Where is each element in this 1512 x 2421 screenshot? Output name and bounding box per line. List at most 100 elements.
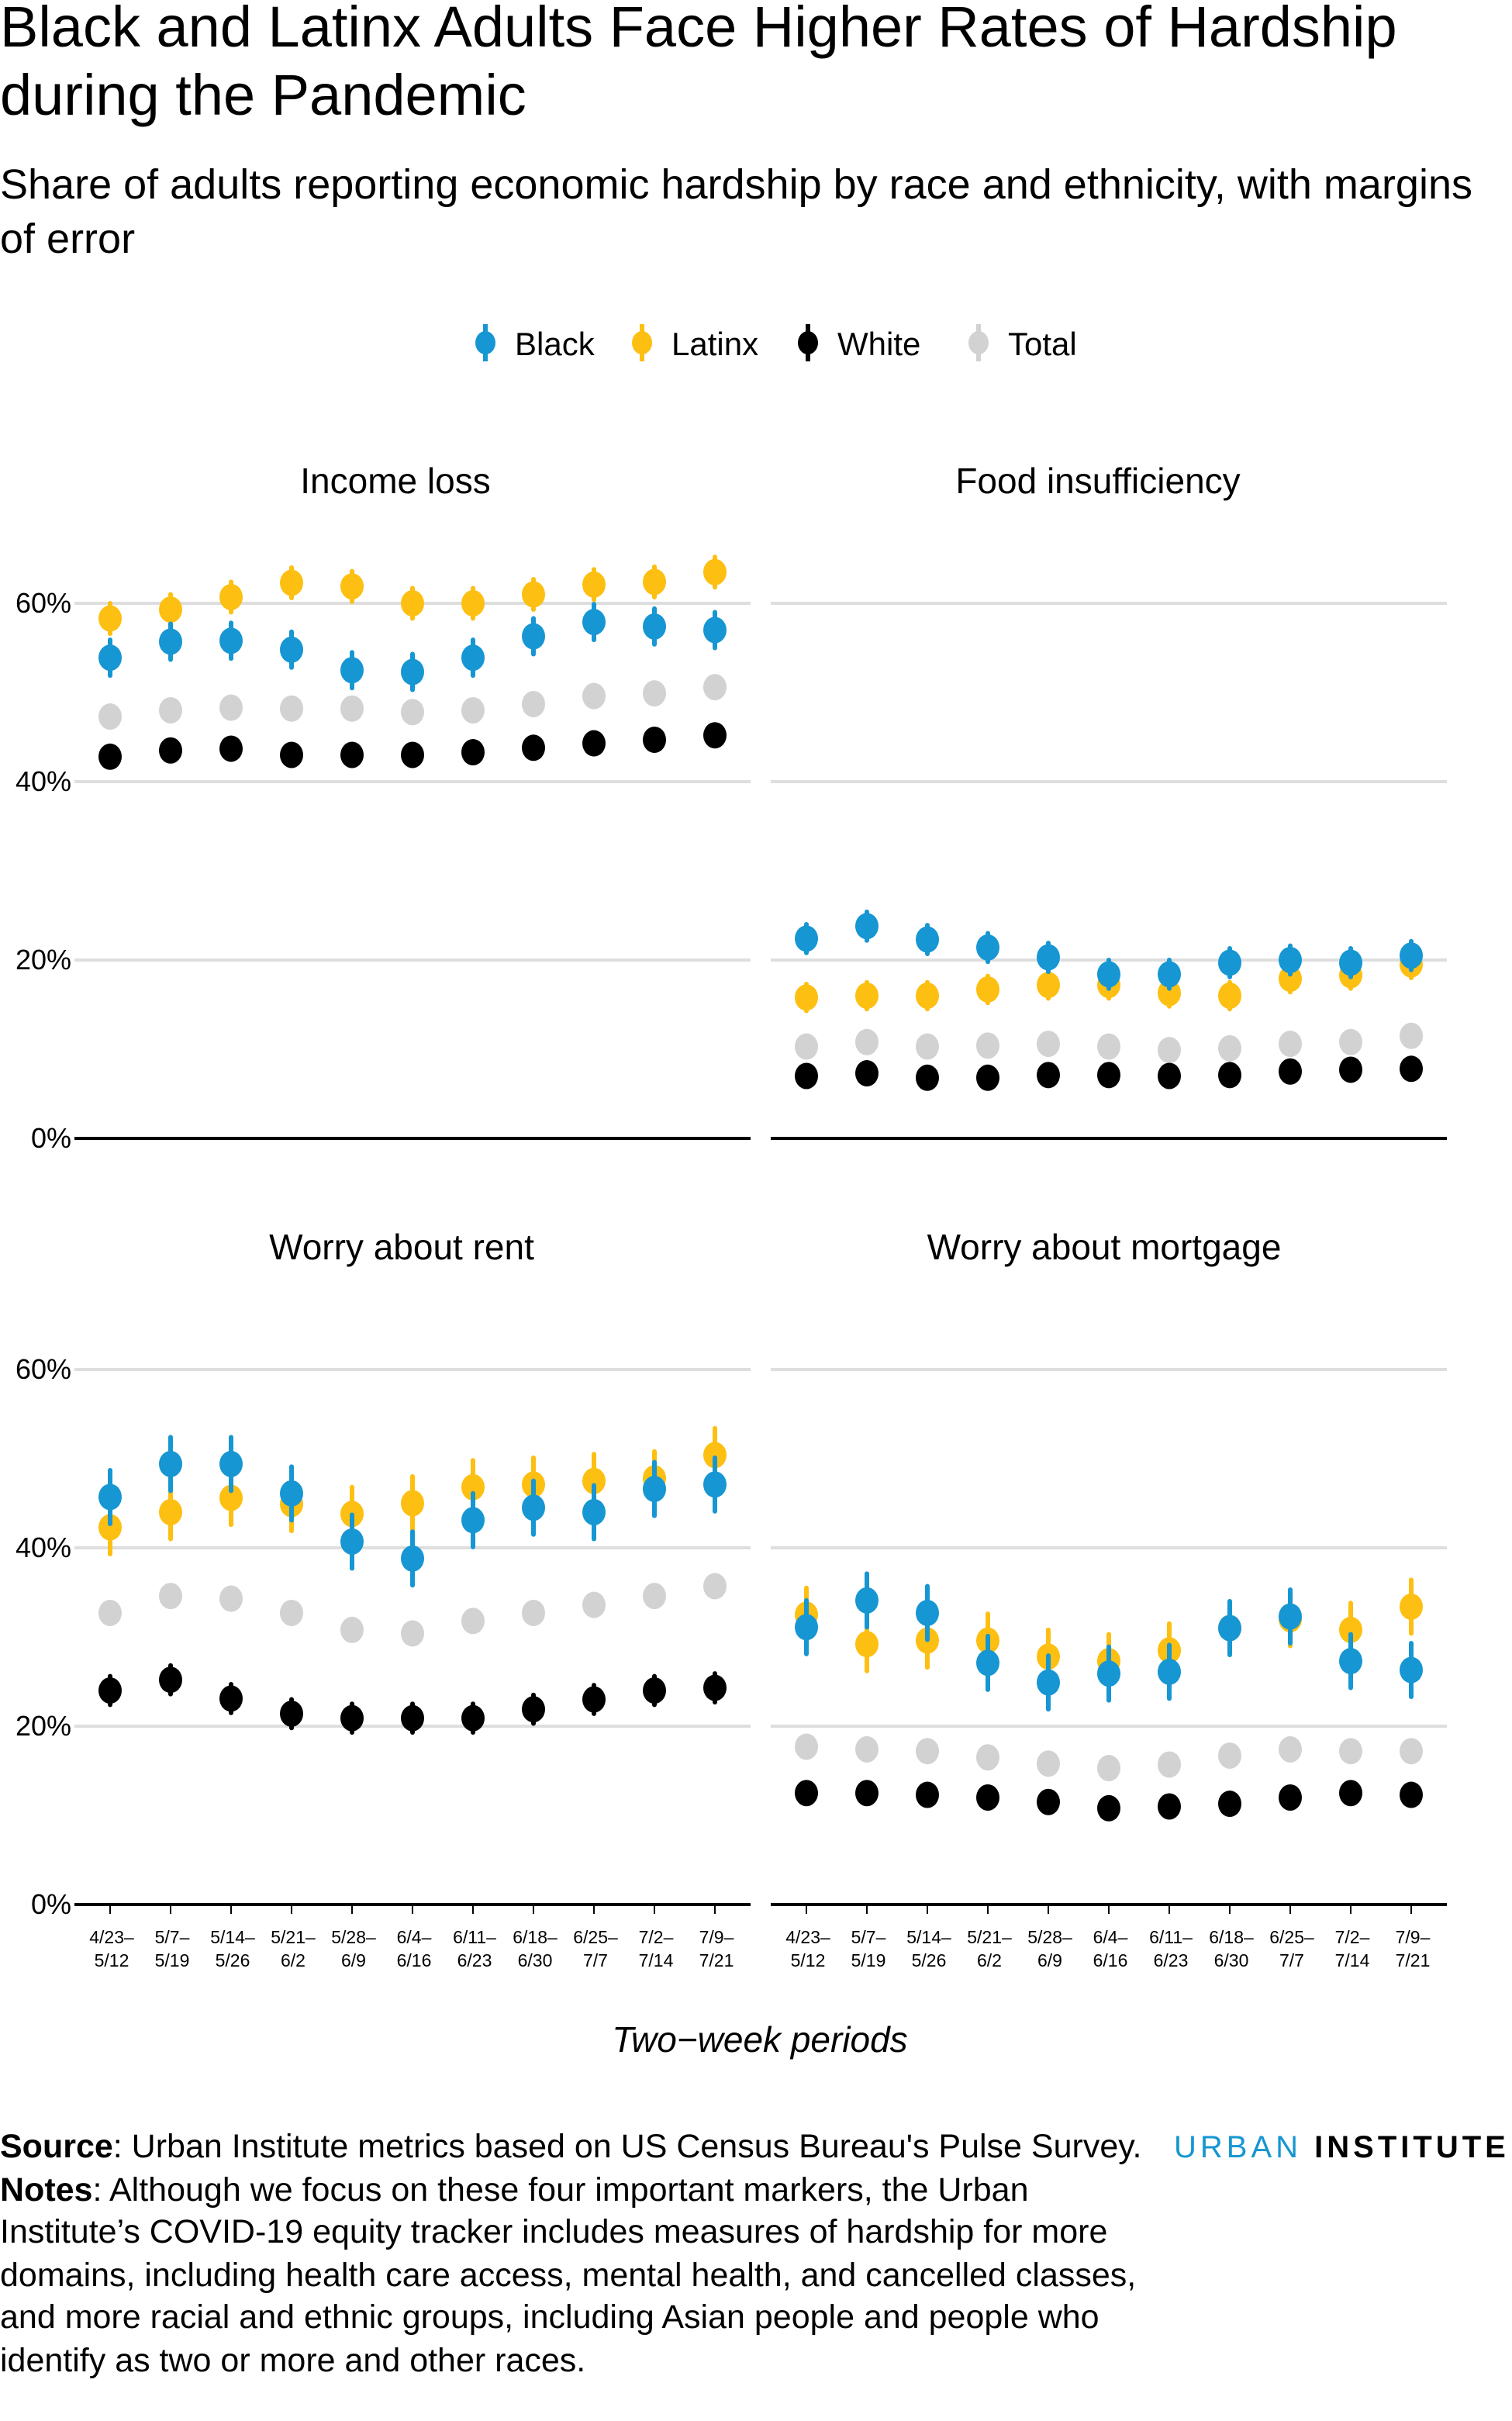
point-total	[795, 1033, 818, 1060]
point-latinx	[1158, 979, 1181, 1007]
point-white	[643, 1677, 666, 1704]
point-total	[855, 1028, 879, 1055]
panel-title: Worry about rent	[269, 1227, 534, 1267]
point-latinx	[401, 1490, 424, 1517]
x-tick-label: 6/16	[1093, 1950, 1128, 1970]
point-total	[1339, 1738, 1362, 1765]
point-latinx	[703, 558, 727, 585]
point-white	[219, 1685, 243, 1712]
point-black	[855, 1587, 879, 1614]
x-tick-label: 6/30	[518, 1950, 553, 1970]
point-total	[340, 695, 364, 722]
y-tick-label: 60%	[16, 1353, 71, 1385]
x-tick-label: 4/23–	[785, 1927, 830, 1947]
y-tick-label: 40%	[16, 1532, 71, 1563]
x-tick-label: 5/21–	[967, 1927, 1012, 1947]
point-white	[582, 1686, 606, 1713]
x-tick-label: 5/7–	[155, 1927, 190, 1947]
x-tick-label: 6/2	[977, 1950, 1002, 1970]
point-black	[582, 1499, 606, 1525]
x-tick-label: 6/25–	[573, 1927, 618, 1947]
source-text: : Urban Institute metrics based on US Ce…	[112, 2128, 1142, 2165]
point-white	[159, 1666, 182, 1694]
point-black	[461, 644, 485, 672]
point-black	[340, 657, 364, 684]
y-tick-label: 20%	[16, 944, 71, 976]
point-black	[159, 628, 182, 655]
x-axis-label: Two−week periods	[612, 2019, 907, 2060]
point-total	[643, 680, 666, 707]
x-tick-label: 6/4–	[397, 1927, 432, 1947]
point-black	[219, 1450, 243, 1477]
point-white	[340, 741, 364, 768]
point-black	[1158, 1658, 1181, 1685]
x-tick-label: 6/18–	[1209, 1927, 1254, 1947]
point-white	[976, 1784, 999, 1811]
point-white	[1037, 1062, 1060, 1089]
point-latinx	[219, 1484, 243, 1511]
point-black	[401, 658, 424, 686]
point-latinx	[1218, 983, 1241, 1009]
point-latinx	[855, 1631, 879, 1658]
point-latinx	[582, 1467, 606, 1494]
point-white	[916, 1781, 939, 1808]
point-white	[1097, 1794, 1120, 1822]
point-latinx	[976, 976, 999, 1003]
point-total	[280, 1599, 303, 1626]
point-black	[219, 627, 243, 654]
point-white	[1339, 1780, 1362, 1807]
point-black	[643, 1476, 666, 1503]
point-black	[1097, 961, 1120, 988]
legend-label: White	[837, 326, 920, 362]
point-black	[795, 1614, 818, 1641]
point-white	[461, 739, 485, 766]
notes-text: : Although we focus on these four import…	[0, 2171, 1137, 2378]
x-tick-label: 6/25–	[1269, 1927, 1314, 1947]
point-total	[1037, 1031, 1060, 1058]
point-black	[795, 925, 818, 952]
point-latinx	[98, 605, 122, 632]
x-tick-label: 6/9	[341, 1950, 366, 1970]
point-black	[976, 1649, 999, 1677]
panel-title: Income loss	[300, 461, 490, 501]
point-white	[280, 1700, 303, 1727]
y-tick-label: 20%	[16, 1710, 71, 1742]
point-total	[1279, 1735, 1302, 1763]
x-tick-label: 7/21	[699, 1950, 734, 1970]
point-black	[401, 1545, 424, 1572]
point-total	[1158, 1037, 1181, 1064]
point-white	[916, 1064, 939, 1091]
point-white	[703, 722, 727, 749]
x-tick-label: 5/14–	[906, 1927, 951, 1947]
point-total	[159, 1583, 182, 1610]
point-total	[219, 1585, 243, 1612]
point-latinx	[522, 581, 545, 608]
x-tick-label: 4/23–	[89, 1927, 134, 1947]
point-latinx	[582, 571, 606, 598]
footnote: Source: Urban Institute metrics based on…	[0, 2126, 1148, 2382]
x-tick-label: 5/12	[95, 1950, 129, 1970]
point-black	[1037, 944, 1060, 971]
point-total	[159, 697, 182, 724]
point-white	[1158, 1793, 1181, 1820]
point-total	[916, 1033, 939, 1060]
x-tick-label: 6/11–	[1149, 1927, 1193, 1947]
point-white	[582, 730, 606, 757]
point-white	[522, 1696, 545, 1723]
point-latinx	[916, 983, 939, 1009]
point-white	[1037, 1788, 1060, 1815]
point-black	[916, 926, 939, 953]
point-white	[98, 1677, 122, 1704]
source-label: Source	[0, 2128, 113, 2165]
chart-subtitle: Share of adults reporting economic hards…	[0, 161, 1472, 262]
point-black	[1279, 1603, 1302, 1630]
point-white	[1218, 1791, 1241, 1818]
point-white	[280, 741, 303, 768]
point-white	[522, 734, 545, 762]
point-black	[1400, 942, 1423, 969]
point-black	[976, 934, 999, 961]
y-tick-label: 60%	[16, 587, 71, 619]
point-black	[703, 616, 727, 644]
x-tick-label: 7/2–	[639, 1927, 674, 1947]
point-latinx	[98, 1514, 122, 1541]
